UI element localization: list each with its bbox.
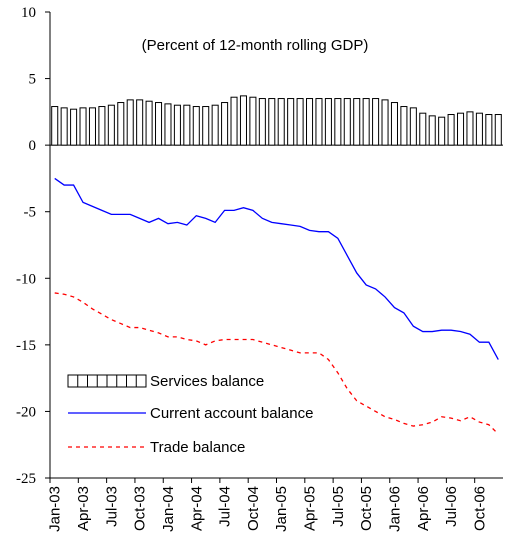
x-tick-label: Jul-05 (330, 486, 347, 527)
x-tick-label: Oct-03 (132, 486, 149, 531)
y-tick-label: 0 (29, 138, 37, 154)
bar (428, 115, 436, 146)
line (54, 177, 499, 360)
legend-label: Services balance (150, 373, 264, 390)
bar (164, 103, 172, 146)
annotation: (Percent of 12-month rolling GDP) (142, 37, 369, 54)
bar (221, 102, 229, 146)
y-tick-label: 5 (29, 72, 37, 88)
x-tick-label: Jan-05 (273, 486, 290, 532)
bar (155, 102, 163, 146)
bar (438, 116, 446, 146)
bar (494, 114, 502, 146)
bar (400, 106, 408, 146)
bar (230, 96, 238, 146)
y-tick-label: 10 (21, 5, 36, 21)
x-tick-label: Jan-06 (386, 486, 403, 532)
bar (419, 112, 427, 146)
bar (70, 108, 78, 146)
legend-label: Current account balance (150, 405, 313, 422)
x-tick-label: Apr-03 (75, 486, 92, 531)
x-tick-label: Oct-05 (358, 486, 375, 531)
bar (362, 98, 370, 146)
bar (126, 99, 134, 146)
y-tick-label: -10 (16, 271, 36, 287)
bar (183, 104, 191, 146)
bar (485, 114, 493, 146)
bar (60, 107, 68, 146)
x-tick-label: Apr-05 (302, 486, 319, 531)
bar (268, 98, 276, 146)
bar (466, 111, 474, 146)
bar (249, 96, 257, 146)
bar (296, 98, 304, 146)
bar (390, 102, 398, 146)
bar (353, 98, 361, 146)
x-tick-label: Jan-04 (160, 486, 177, 532)
bar (79, 107, 87, 146)
x-tick-label: Apr-06 (415, 486, 432, 531)
bar (51, 106, 59, 146)
legend-label: Trade balance (150, 439, 245, 456)
x-tick-label: Jul-04 (217, 486, 234, 527)
x-tick-label: Oct-06 (471, 486, 488, 531)
x-tick-label: Jul-03 (103, 486, 120, 527)
bar (98, 106, 106, 146)
x-tick-label: Jan-03 (47, 486, 64, 532)
bar (145, 100, 153, 146)
bar (475, 112, 483, 146)
bar (334, 98, 342, 146)
bar (258, 98, 266, 146)
bar (202, 106, 210, 146)
bar (211, 104, 219, 146)
y-tick-label: -25 (16, 471, 36, 487)
bar (287, 98, 295, 146)
bar (192, 106, 200, 146)
bar (381, 99, 389, 146)
bar (324, 98, 332, 146)
bar (447, 114, 455, 146)
bar (277, 98, 285, 146)
x-tick-label: Oct-04 (245, 486, 262, 531)
bar (107, 104, 115, 146)
y-tick-label: -5 (24, 205, 37, 221)
bar (173, 104, 181, 146)
bar (343, 98, 351, 146)
bar (136, 99, 144, 146)
x-tick-label: Apr-04 (188, 486, 205, 531)
bar (409, 107, 417, 146)
bar (372, 98, 380, 146)
bar (306, 98, 314, 146)
bar (88, 107, 96, 146)
bar (315, 98, 323, 146)
bar (239, 95, 247, 146)
bar (117, 102, 125, 146)
y-tick-label: -20 (16, 404, 36, 420)
y-tick-label: -15 (16, 338, 36, 354)
line (54, 292, 499, 435)
x-tick-label: Jul-06 (443, 486, 460, 527)
bar (457, 112, 465, 146)
